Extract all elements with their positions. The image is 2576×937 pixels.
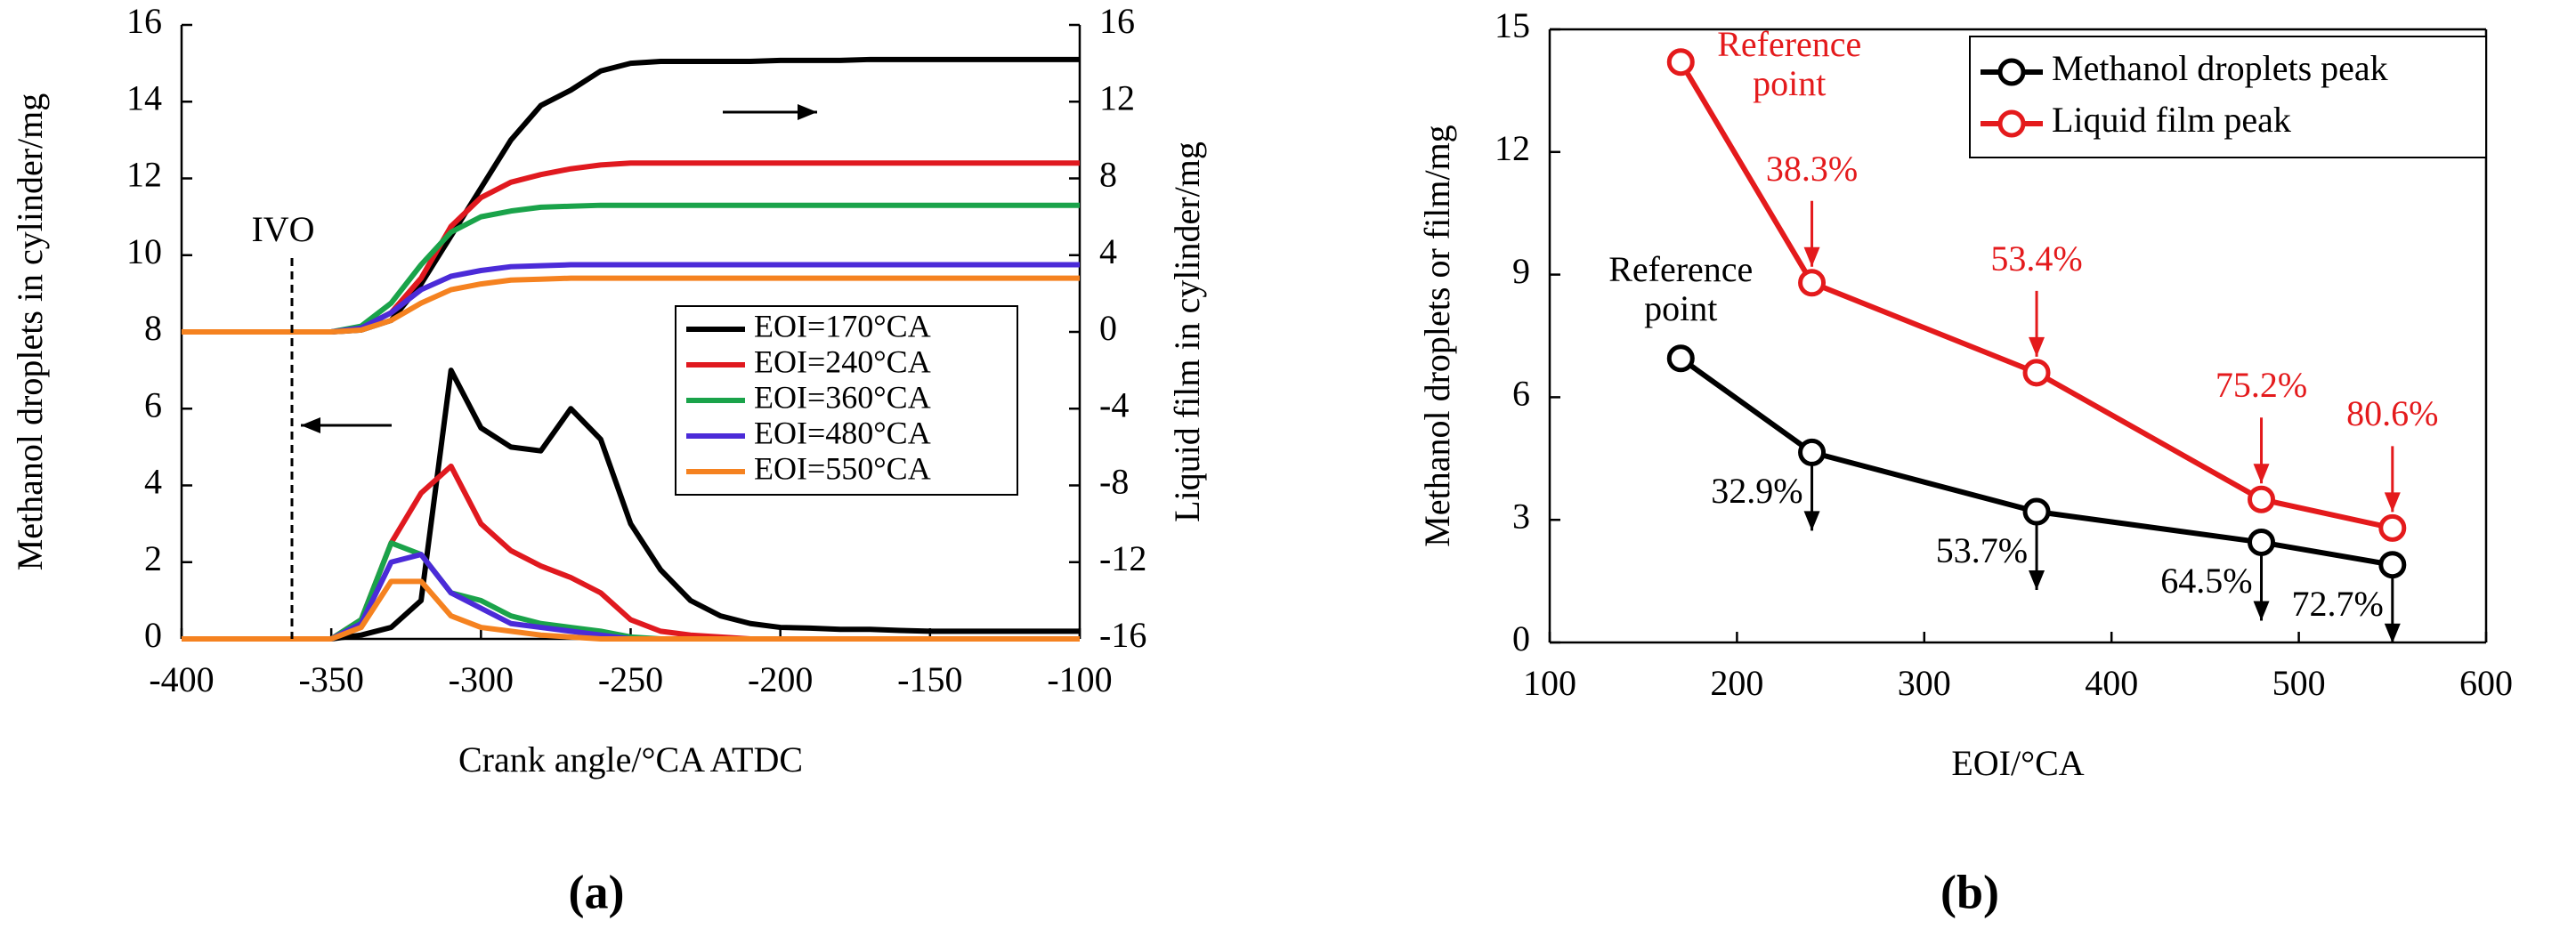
arrow-head: [798, 104, 817, 120]
arrow-head: [2029, 336, 2045, 357]
series-line: [182, 578, 1080, 642]
x-tick-label: 300: [1898, 663, 1951, 703]
y2-tick-label: 16: [1099, 1, 1135, 41]
y2-tick-label: 0: [1099, 308, 1117, 348]
marker: [2248, 485, 2276, 513]
annotation: Reference point: [1608, 248, 1754, 328]
legend-box: [1969, 36, 2487, 158]
legend-marker: [1997, 58, 2026, 86]
x-tick-label: 500: [2272, 663, 2326, 703]
annotation: 53.7%: [1935, 530, 2029, 570]
x-tick-label: 100: [1523, 663, 1576, 703]
marker: [1798, 438, 1827, 466]
x-tick-label: -400: [149, 659, 214, 699]
arrow-head: [2384, 623, 2401, 643]
series-line: [182, 552, 1080, 642]
y-tick-label: 3: [1512, 496, 1530, 536]
y-axis-title: Methanol droplets in cylinder/mg: [10, 93, 50, 571]
annotation: IVO: [251, 209, 314, 249]
y-tick-label: 9: [1512, 251, 1530, 291]
y-tick-label: 15: [1495, 5, 1530, 45]
x-tick-label: 200: [1710, 663, 1763, 703]
arrow-head: [2384, 492, 2401, 513]
legend-label: EOI=170°CA: [754, 308, 931, 343]
annotation: 75.2%: [2215, 365, 2308, 406]
y2-tick-label: 8: [1099, 155, 1117, 195]
y2-axis-title: Liquid film in cylinder/mg: [1167, 141, 1207, 522]
y2-tick-label: 4: [1099, 231, 1117, 271]
legend-label: Methanol droplets peak: [2052, 48, 2388, 88]
y-tick-label: 0: [1512, 618, 1530, 658]
legend-label: EOI=360°CA: [754, 379, 931, 415]
y-tick-label: 8: [144, 308, 162, 348]
arrow-head: [1803, 246, 1820, 267]
x-tick-label: -300: [449, 659, 514, 699]
x-tick-label: -250: [598, 659, 663, 699]
y-tick-label: 4: [144, 462, 162, 502]
y2-tick-label: -4: [1099, 384, 1129, 424]
legend-label: Liquid film peak: [2052, 100, 2291, 140]
y-tick-label: 16: [126, 1, 162, 41]
y-tick-label: 12: [126, 155, 162, 195]
x-axis-title: EOI/°CA: [1951, 743, 2084, 783]
legend-label: EOI=550°CA: [754, 450, 931, 486]
marker: [1798, 269, 1827, 297]
x-tick-label: 600: [2459, 663, 2513, 703]
caption: (b): [1940, 865, 1999, 918]
y-axis-title: Methanol droplets or film/mg: [1417, 125, 1457, 546]
annotation: Reference point: [1717, 23, 1862, 103]
legend-label: EOI=240°CA: [754, 343, 931, 379]
annotation: 53.4%: [1990, 238, 2083, 279]
y-tick-label: 12: [1495, 128, 1530, 168]
arrow-head: [301, 417, 320, 433]
caption: (a): [569, 865, 625, 918]
y2-tick-label: 12: [1099, 77, 1135, 117]
annotation: 64.5%: [2160, 561, 2253, 602]
x-tick-label: -350: [299, 659, 364, 699]
x-tick-label: -150: [897, 659, 962, 699]
x-tick-label: -200: [748, 659, 813, 699]
y-tick-label: 0: [144, 615, 162, 655]
y-tick-label: 14: [126, 77, 162, 117]
y2-tick-label: -12: [1099, 538, 1146, 578]
arrow-head: [2253, 464, 2270, 484]
marker: [2378, 551, 2407, 579]
annotation: 80.6%: [2346, 393, 2439, 434]
marker: [2378, 513, 2407, 542]
marker: [2022, 359, 2051, 387]
y-tick-label: 6: [144, 384, 162, 424]
y-tick-label: 6: [1512, 374, 1530, 414]
y-tick-label: 2: [144, 538, 162, 578]
x-axis-title: Crank angle/°CA ATDC: [458, 739, 803, 779]
series-line: [182, 540, 1080, 642]
annotation: 38.3%: [1765, 148, 1859, 189]
y-tick-label: 10: [126, 231, 162, 271]
series-line: [182, 275, 1080, 335]
y2-tick-label: -8: [1099, 462, 1129, 502]
legend-marker: [1997, 109, 2026, 138]
marker: [1666, 344, 1695, 373]
series-line: [182, 56, 1080, 335]
arrow-head: [2029, 570, 2045, 591]
legend-label: EOI=480°CA: [754, 415, 931, 450]
annotation: 72.7%: [2291, 583, 2384, 624]
marker: [1666, 48, 1695, 77]
marker: [2248, 528, 2276, 556]
marker: [2022, 497, 2051, 526]
x-tick-label: 400: [2085, 663, 2138, 703]
arrow-head: [2253, 601, 2270, 621]
y2-tick-label: -16: [1099, 615, 1146, 655]
x-tick-label: -100: [1047, 659, 1112, 699]
annotation: 32.9%: [1711, 471, 1803, 512]
arrow-head: [1803, 511, 1820, 531]
